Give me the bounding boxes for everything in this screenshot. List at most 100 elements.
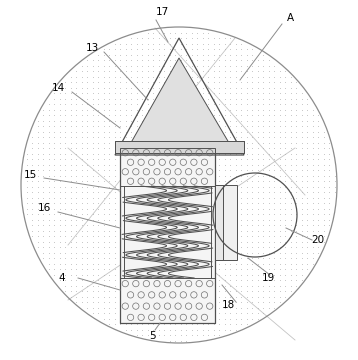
Point xyxy=(271,150,277,156)
Point xyxy=(200,266,205,272)
Point xyxy=(134,299,139,305)
Point xyxy=(211,239,216,244)
Point xyxy=(35,211,40,217)
Point xyxy=(287,244,293,250)
Point xyxy=(51,233,57,239)
Point xyxy=(68,129,73,134)
Point xyxy=(57,156,62,162)
Point xyxy=(128,310,134,316)
Point xyxy=(200,255,205,261)
Point xyxy=(24,162,29,167)
Point xyxy=(62,211,68,217)
Point xyxy=(45,129,51,134)
Point xyxy=(134,85,139,90)
Point xyxy=(266,140,271,145)
Point xyxy=(282,74,288,80)
Point xyxy=(79,217,84,222)
Point xyxy=(222,145,227,151)
Point xyxy=(222,266,227,272)
Point xyxy=(315,162,321,167)
Point xyxy=(287,90,293,96)
Point xyxy=(145,327,150,332)
Point xyxy=(106,107,112,112)
Point xyxy=(40,156,46,162)
Point xyxy=(178,57,183,63)
Point xyxy=(106,222,112,228)
Point xyxy=(299,101,304,107)
Point xyxy=(282,288,288,294)
Point xyxy=(200,327,205,332)
Point xyxy=(117,85,123,90)
Point xyxy=(249,211,255,217)
Point xyxy=(24,150,29,156)
Point xyxy=(178,112,183,118)
Point xyxy=(194,222,200,228)
Point xyxy=(161,200,167,206)
Point xyxy=(145,172,150,178)
Point xyxy=(233,90,238,96)
Bar xyxy=(215,185,223,260)
Point xyxy=(178,85,183,90)
Point xyxy=(211,101,216,107)
Point xyxy=(249,195,255,201)
Point xyxy=(249,244,255,250)
Point xyxy=(95,63,101,68)
Point xyxy=(271,156,277,162)
Point xyxy=(156,332,161,338)
Point xyxy=(321,217,326,222)
Point xyxy=(178,68,183,74)
Point xyxy=(166,156,172,162)
Point xyxy=(134,129,139,134)
Point xyxy=(194,310,200,316)
Point xyxy=(205,150,211,156)
Point xyxy=(45,217,51,222)
Point xyxy=(79,167,84,173)
Point xyxy=(211,228,216,233)
Point xyxy=(106,90,112,96)
Point xyxy=(178,51,183,57)
Point xyxy=(249,63,255,68)
Point xyxy=(216,211,222,217)
Point xyxy=(161,271,167,277)
Point xyxy=(326,178,332,184)
Point xyxy=(282,195,288,201)
Point xyxy=(73,255,79,261)
Point xyxy=(35,222,40,228)
Point xyxy=(123,206,129,211)
Point xyxy=(95,239,101,244)
Point xyxy=(326,200,332,206)
Point xyxy=(211,140,216,145)
Point xyxy=(51,107,57,112)
Point xyxy=(35,150,40,156)
Point xyxy=(183,195,189,201)
Point xyxy=(84,233,90,239)
Point xyxy=(183,35,189,41)
Point xyxy=(73,74,79,80)
Point xyxy=(238,310,244,316)
Point xyxy=(200,189,205,195)
Point xyxy=(293,123,299,129)
Point xyxy=(79,79,84,85)
Point xyxy=(95,288,101,294)
Point xyxy=(150,46,156,52)
Point xyxy=(227,90,233,96)
Point xyxy=(90,79,95,85)
Point xyxy=(222,310,227,316)
Point xyxy=(238,129,244,134)
Point xyxy=(183,85,189,90)
Point xyxy=(310,211,315,217)
Point xyxy=(189,195,194,201)
Point xyxy=(68,211,73,217)
Point xyxy=(315,195,321,201)
Point xyxy=(145,266,150,272)
Point xyxy=(189,74,194,80)
Point xyxy=(166,211,172,217)
Point xyxy=(216,90,222,96)
Point xyxy=(166,255,172,261)
Point xyxy=(156,277,161,283)
Point xyxy=(51,156,57,162)
Point xyxy=(299,206,304,211)
Point xyxy=(150,145,156,151)
Point xyxy=(145,195,150,201)
Point xyxy=(249,266,255,272)
